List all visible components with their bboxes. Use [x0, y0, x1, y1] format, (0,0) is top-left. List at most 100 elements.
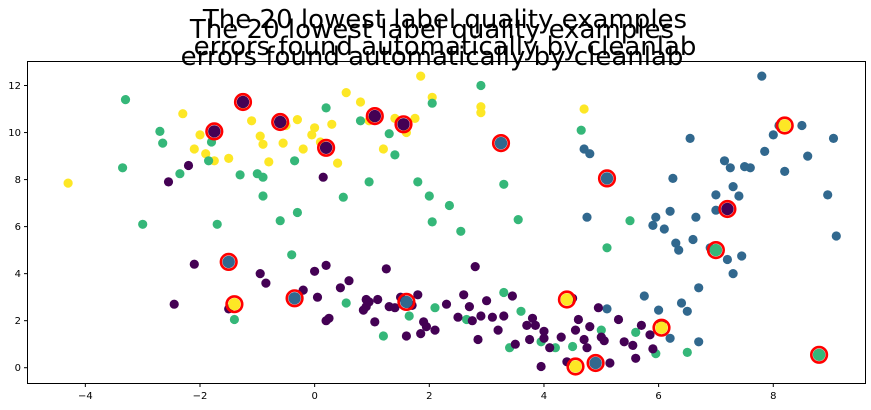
- highlight-point-dot-1: [208, 125, 221, 138]
- data-point-102: [722, 254, 733, 265]
- data-point-22: [378, 144, 388, 154]
- highlighted-point-1: [205, 122, 224, 141]
- data-point-167: [487, 312, 497, 322]
- data-point-45: [275, 216, 285, 226]
- chart-title: The 20 lowest label quality examples The…: [181, 5, 697, 72]
- highlighted-point-11: [219, 252, 238, 271]
- data-point-8: [255, 131, 265, 141]
- data-point-34: [118, 163, 128, 173]
- data-point-126: [734, 191, 744, 201]
- data-point-46: [290, 156, 300, 166]
- y-tick-label-3: 6: [15, 222, 21, 233]
- data-point-3: [201, 149, 211, 159]
- data-point-137: [318, 172, 328, 182]
- data-point-122: [682, 306, 692, 316]
- y-tick-label-2: 4: [15, 269, 21, 280]
- highlight-ring-15: [557, 290, 577, 309]
- highlight-point-dot-10: [709, 243, 723, 257]
- data-point-191: [613, 314, 624, 325]
- highlight-point-dot-9: [721, 202, 734, 216]
- data-point-58: [456, 226, 466, 236]
- highlight-point-dot-11: [222, 255, 235, 269]
- data-point-89: [659, 224, 669, 234]
- highlight-ring-12: [225, 295, 244, 314]
- title-line-2-layer-2: errors found automatically by cleanlab: [181, 42, 684, 72]
- title-line-1-layer-2: The 20 lowest label quality examples: [189, 15, 674, 45]
- data-point-201: [361, 294, 371, 305]
- data-point-88: [651, 212, 661, 222]
- data-point-141: [335, 283, 345, 293]
- x-tick-label-6: 8: [770, 391, 776, 402]
- highlight-ring-16: [652, 318, 671, 337]
- data-point-17: [327, 119, 337, 129]
- data-point-183: [573, 314, 584, 325]
- data-point-94: [685, 133, 695, 143]
- data-point-155: [416, 329, 426, 339]
- data-point-57: [444, 200, 454, 211]
- data-point-53: [390, 150, 400, 160]
- data-point-193: [628, 340, 638, 350]
- highlighted-point-3: [365, 106, 384, 126]
- data-point-160: [459, 290, 469, 300]
- data-points: [63, 71, 841, 372]
- highlight-point-dot-19: [812, 348, 826, 361]
- highlighted-point-18: [586, 353, 605, 373]
- data-point-31: [195, 130, 205, 140]
- data-point-169: [499, 311, 509, 321]
- data-point-127: [163, 177, 174, 187]
- data-point-195: [636, 320, 647, 330]
- highlight-point-dot-6: [494, 136, 508, 150]
- data-point-25: [410, 113, 420, 123]
- highlighted-point-19: [809, 345, 829, 364]
- highlighted-point-15: [557, 290, 577, 309]
- data-point-70: [378, 331, 388, 341]
- data-point-120: [654, 305, 664, 315]
- highlight-point-dot-18: [589, 356, 602, 370]
- data-point-63: [602, 243, 612, 253]
- data-point-138: [321, 260, 331, 270]
- data-point-146: [370, 317, 380, 327]
- data-point-36: [155, 126, 165, 136]
- data-point-187: [593, 303, 604, 313]
- data-point-1: [178, 109, 188, 119]
- data-point-175: [530, 320, 541, 330]
- data-point-72: [430, 303, 440, 313]
- data-point-117: [828, 133, 839, 143]
- data-point-104: [728, 182, 738, 192]
- data-point-147: [373, 294, 383, 305]
- data-point-5: [224, 153, 234, 163]
- data-point-26: [416, 71, 426, 81]
- highlight-ring-2: [271, 112, 290, 132]
- data-point-118: [831, 231, 841, 241]
- data-point-129: [183, 160, 194, 171]
- highlight-ring-0: [233, 92, 253, 112]
- highlight-ring-19: [809, 345, 829, 364]
- data-point-30: [579, 104, 589, 114]
- data-point-99: [711, 190, 721, 200]
- data-point-128: [169, 299, 179, 309]
- data-point-43: [258, 172, 268, 182]
- data-point-13: [298, 144, 308, 154]
- data-point-44: [258, 191, 268, 201]
- data-point-56: [427, 98, 437, 108]
- data-point-176: [536, 361, 546, 372]
- highlight-point-dot-7: [600, 172, 614, 185]
- data-point-41: [235, 170, 245, 180]
- highlighted-point-5: [317, 138, 336, 157]
- highlighted-point-10: [706, 241, 726, 260]
- data-point-35: [138, 219, 148, 229]
- data-point-14: [307, 130, 317, 140]
- data-point-62: [576, 125, 586, 135]
- x-tick-label-0: −4: [78, 391, 93, 402]
- data-point-170: [507, 291, 517, 301]
- highlighted-point-0: [233, 92, 253, 112]
- data-point-54: [413, 177, 423, 187]
- data-point-10: [264, 157, 274, 167]
- data-point-103: [725, 163, 735, 173]
- data-point-50: [355, 116, 366, 126]
- highlight-point-dot-17: [569, 360, 582, 373]
- data-point-172: [522, 320, 532, 330]
- data-point-165: [476, 311, 486, 321]
- data-point-178: [545, 343, 555, 353]
